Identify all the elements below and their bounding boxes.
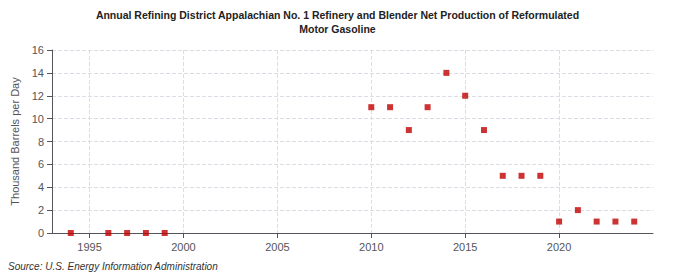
svg-text:8: 8 (38, 136, 44, 148)
svg-text:16: 16 (32, 44, 44, 56)
svg-text:Thousand Barrels per Day: Thousand Barrels per Day (9, 77, 21, 206)
svg-text:2000: 2000 (171, 241, 195, 253)
svg-text:14: 14 (32, 67, 44, 79)
svg-text:2015: 2015 (453, 241, 477, 253)
svg-text:Source: U.S. Energy Informatio: Source: U.S. Energy Information Administ… (8, 261, 218, 272)
svg-text:2005: 2005 (265, 241, 289, 253)
svg-text:Annual Refining District Appal: Annual Refining District Appalachian No.… (96, 9, 579, 21)
svg-text:4: 4 (38, 181, 44, 193)
svg-text:10: 10 (32, 113, 44, 125)
svg-text:2: 2 (38, 204, 44, 216)
svg-text:12: 12 (32, 90, 44, 102)
svg-text:2010: 2010 (359, 241, 383, 253)
svg-text:6: 6 (38, 158, 44, 170)
svg-text:Motor Gasoline: Motor Gasoline (299, 23, 376, 35)
svg-text:0: 0 (38, 227, 44, 239)
svg-text:2020: 2020 (547, 241, 571, 253)
svg-text:1995: 1995 (77, 241, 101, 253)
